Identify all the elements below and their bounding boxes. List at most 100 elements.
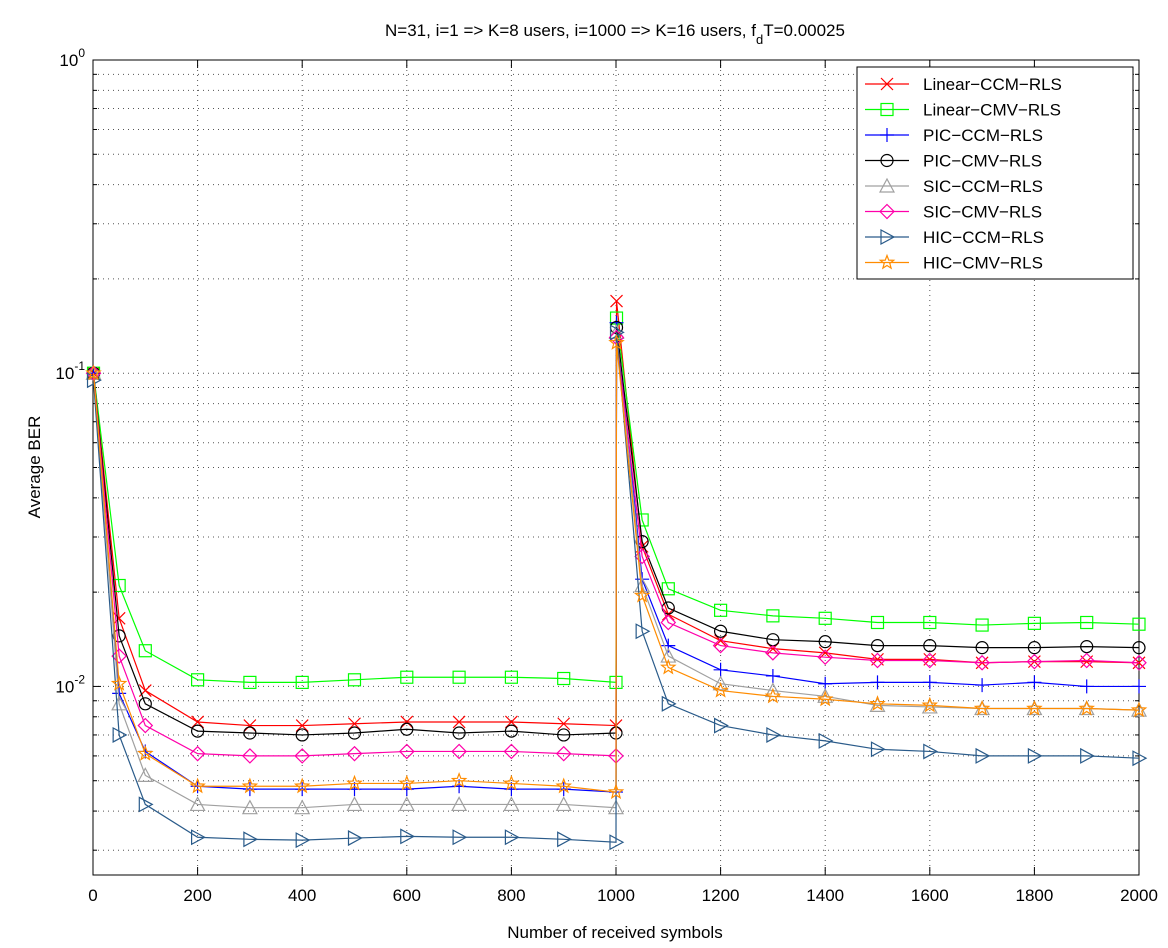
data-point bbox=[294, 748, 311, 764]
data-point bbox=[1027, 747, 1043, 764]
data-point bbox=[243, 675, 257, 690]
data-point bbox=[451, 796, 468, 812]
data-point bbox=[661, 638, 676, 653]
data-point bbox=[189, 777, 206, 794]
chart-title-tail: T=0.00025 bbox=[763, 21, 845, 40]
legend: Linear−CCM−RLS Linear−CMV−RLS PIC−CCM−RLS P… bbox=[856, 66, 1134, 280]
data-point bbox=[295, 719, 309, 732]
data-point bbox=[1027, 641, 1042, 655]
data-point bbox=[610, 294, 623, 308]
legend-entry: PIC−CMV−RLS bbox=[865, 152, 1042, 171]
data-point bbox=[973, 699, 991, 716]
legend-entry: HIC−CCM−RLS bbox=[865, 228, 1044, 247]
data-point bbox=[870, 741, 886, 758]
data-point bbox=[503, 743, 520, 760]
data-point bbox=[975, 641, 989, 655]
x-tick-label: 1600 bbox=[911, 886, 949, 905]
data-point bbox=[1026, 653, 1043, 670]
x-axis-label: Number of received symbols bbox=[507, 923, 722, 942]
data-point bbox=[241, 777, 259, 794]
data-point bbox=[138, 684, 152, 697]
data-point bbox=[452, 670, 466, 684]
data-point bbox=[766, 609, 780, 623]
legend-label: Linear−CMV−RLS bbox=[923, 101, 1061, 120]
data-point bbox=[138, 796, 154, 813]
legend-swatch-marker bbox=[879, 203, 895, 220]
data-point bbox=[766, 726, 782, 743]
data-point bbox=[921, 652, 938, 669]
y-tick-label: 100 bbox=[59, 46, 85, 70]
data-point bbox=[1080, 615, 1094, 630]
data-point bbox=[1131, 654, 1147, 671]
data-point bbox=[137, 744, 154, 761]
data-point bbox=[189, 745, 206, 762]
data-point bbox=[712, 681, 729, 698]
x-tick-label: 2000 bbox=[1120, 886, 1158, 905]
data-point bbox=[818, 611, 832, 625]
y-tick-label: 10-2 bbox=[55, 672, 85, 696]
data-point bbox=[503, 796, 520, 812]
data-point bbox=[1080, 747, 1095, 764]
x-tick-label: 1000 bbox=[597, 886, 635, 905]
legend-label: SIC−CCM−RLS bbox=[923, 177, 1043, 196]
data-point bbox=[633, 586, 651, 603]
data-point bbox=[347, 726, 362, 740]
legend-entry: Linear−CCM−RLS bbox=[865, 75, 1062, 94]
axis-ticks: 0 200 400 600 800 1000 1200 1400 1600 1800 2000 10-… bbox=[55, 46, 1158, 905]
data-point bbox=[608, 334, 625, 350]
data-point bbox=[764, 687, 782, 704]
data-point bbox=[1027, 616, 1042, 630]
legend-entry: HIC−CMV−RLS bbox=[865, 254, 1043, 273]
legend-swatch-marker bbox=[880, 77, 894, 91]
data-point bbox=[111, 648, 127, 664]
legend-label: HIC−CMV−RLS bbox=[923, 254, 1043, 273]
data-point bbox=[504, 724, 518, 738]
data-point bbox=[870, 615, 885, 630]
data-point bbox=[450, 771, 468, 788]
data-point bbox=[1132, 617, 1146, 631]
data-point bbox=[975, 747, 991, 764]
data-point bbox=[295, 675, 309, 690]
data-point bbox=[1080, 640, 1094, 654]
data-point bbox=[609, 834, 625, 851]
data-point bbox=[111, 695, 128, 711]
data-point bbox=[818, 635, 832, 649]
data-point bbox=[348, 717, 361, 731]
x-tick-label: 1400 bbox=[806, 886, 844, 905]
series-7 bbox=[85, 334, 1148, 800]
data-point bbox=[557, 728, 571, 742]
data-point bbox=[112, 726, 128, 743]
data-point bbox=[1132, 641, 1146, 655]
data-point bbox=[975, 618, 989, 632]
y-axis-label: Average BER bbox=[25, 416, 44, 519]
data-point bbox=[189, 796, 206, 812]
data-point bbox=[869, 695, 886, 711]
x-tick-label: 0 bbox=[88, 886, 97, 905]
legend-swatch-marker bbox=[880, 128, 894, 142]
data-point bbox=[347, 830, 363, 847]
data-point bbox=[346, 796, 363, 812]
data-point bbox=[714, 634, 728, 648]
data-point bbox=[555, 777, 572, 794]
data-point bbox=[399, 782, 414, 797]
legend-entry: Linear−CMV−RLS bbox=[865, 101, 1061, 120]
data-point bbox=[607, 783, 625, 800]
data-point bbox=[765, 668, 780, 683]
data-point bbox=[712, 675, 729, 691]
data-point bbox=[713, 662, 728, 677]
data-point bbox=[243, 719, 257, 732]
data-point bbox=[451, 743, 467, 760]
x-tick-label: 800 bbox=[497, 886, 525, 905]
legend-swatch-marker bbox=[878, 253, 896, 270]
data-point bbox=[137, 717, 154, 734]
data-point bbox=[921, 696, 939, 713]
data-point bbox=[398, 743, 415, 760]
data-point bbox=[452, 715, 466, 729]
data-point bbox=[191, 724, 205, 738]
data-point bbox=[137, 767, 154, 782]
data-point bbox=[713, 603, 728, 617]
data-point bbox=[922, 675, 937, 690]
data-point bbox=[346, 774, 363, 791]
data-point bbox=[400, 722, 414, 736]
